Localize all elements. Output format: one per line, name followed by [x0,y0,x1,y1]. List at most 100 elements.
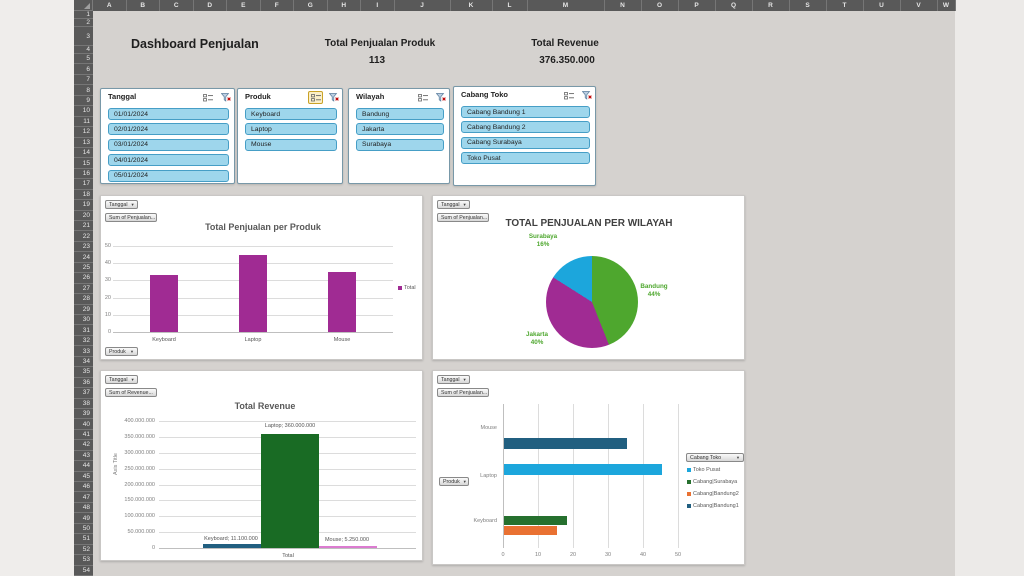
slicer-item-03-01-2024[interactable]: 03/01/2024 [108,138,229,151]
column-header-c[interactable]: C [160,0,194,11]
chart-total-revenue[interactable]: Tanggal ▼ Sum of Revenue... Total Revenue 0 5… [100,370,423,561]
field-button-produk[interactable]: Produk ▼ [105,347,138,356]
row-header-42[interactable]: 42 [74,440,93,451]
row-header-22[interactable]: 22 [74,231,93,242]
clear-filter-icon[interactable] [579,89,594,102]
field-button-cabang-toko[interactable]: Cabang Toko ▼ [686,453,744,462]
row-header-25[interactable]: 25 [74,263,93,274]
sheet-grid[interactable]: Dashboard Penjualan Total Penjualan Prod… [93,11,955,576]
row-header-9[interactable]: 9 [74,96,93,107]
column-header-j[interactable]: J [395,0,451,11]
row-header-11[interactable]: 11 [74,117,93,128]
value-button-sum-of-penjualan-[interactable]: Sum of Penjualan... [105,213,157,222]
slicer-item-toko-pusat[interactable]: Toko Pusat [461,152,590,165]
row-header-30[interactable]: 30 [74,315,93,326]
chart-penjualan-per-cabang[interactable]: Tanggal ▼ Sum of Penjualan... Produk ▼ 0 10 20 3… [432,370,745,565]
row-header-28[interactable]: 28 [74,294,93,305]
column-header-e[interactable]: E [227,0,261,11]
value-button-sum-of-penjualan-[interactable]: Sum of Penjualan... [437,213,489,222]
row-header-4[interactable]: 4 [74,46,93,54]
row-header-41[interactable]: 41 [74,430,93,441]
slicer-item-laptop[interactable]: Laptop [245,123,337,136]
row-header-6[interactable]: 6 [74,64,93,75]
multiselect-icon[interactable] [308,91,323,104]
slicer-item-mouse[interactable]: Mouse [245,138,337,151]
row-header-36[interactable]: 36 [74,378,93,389]
row-header-50[interactable]: 50 [74,524,93,535]
row-header-21[interactable]: 21 [74,221,93,232]
row-header-5[interactable]: 5 [74,54,93,65]
slicer-item-cabang-bandung-2[interactable]: Cabang Bandung 2 [461,121,590,134]
column-header-f[interactable]: F [261,0,294,11]
row-header-49[interactable]: 49 [74,513,93,524]
column-header-w[interactable]: W [938,0,956,11]
row-header-1[interactable]: 1 [74,11,93,19]
clear-filter-icon[interactable] [433,91,448,104]
column-header-b[interactable]: B [127,0,160,11]
field-button-produk[interactable]: Produk ▼ [439,477,469,486]
column-header-r[interactable]: R [753,0,790,11]
column-header-u[interactable]: U [864,0,901,11]
select-all-corner[interactable] [74,0,93,11]
row-header-8[interactable]: 8 [74,85,93,96]
row-header-20[interactable]: 20 [74,211,93,222]
row-header-14[interactable]: 14 [74,148,93,159]
slicer-item-cabang-bandung-1[interactable]: Cabang Bandung 1 [461,106,590,118]
field-button-tanggal[interactable]: Tanggal ▼ [105,200,138,209]
chart-penjualan-per-wilayah[interactable]: Tanggal ▼ Sum of Penjualan... TOTAL PENJUAL… [432,195,745,360]
column-header-n[interactable]: N [605,0,642,11]
slicer-item-01-01-2024[interactable]: 01/01/2024 [108,108,229,120]
row-header-17[interactable]: 17 [74,179,93,190]
row-header-12[interactable]: 12 [74,127,93,138]
row-header-34[interactable]: 34 [74,357,93,368]
row-header-24[interactable]: 24 [74,252,93,263]
column-header-i[interactable]: I [361,0,395,11]
column-header-h[interactable]: H [328,0,361,11]
field-button-tanggal[interactable]: Tanggal ▼ [437,200,470,209]
field-button-tanggal[interactable]: Tanggal ▼ [437,375,470,384]
column-header-v[interactable]: V [901,0,938,11]
row-header-19[interactable]: 19 [74,200,93,211]
row-header-29[interactable]: 29 [74,305,93,315]
value-button-sum-of-penjualan-[interactable]: Sum of Penjualan... [437,388,489,397]
slicer-item-04-01-2024[interactable]: 04/01/2024 [108,154,229,167]
multiselect-icon[interactable] [200,91,215,104]
column-header-s[interactable]: S [790,0,827,11]
row-header-33[interactable]: 33 [74,346,93,357]
column-header-m[interactable]: M [528,0,605,11]
row-header-26[interactable]: 26 [74,273,93,284]
row-header-52[interactable]: 52 [74,545,93,556]
row-header-27[interactable]: 27 [74,284,93,295]
row-header-23[interactable]: 23 [74,242,93,253]
row-header-10[interactable]: 10 [74,106,93,117]
row-header-15[interactable]: 15 [74,158,93,169]
slicer-item-jakarta[interactable]: Jakarta [356,123,444,136]
multiselect-icon[interactable] [561,89,576,102]
column-header-d[interactable]: D [194,0,227,11]
row-header-44[interactable]: 44 [74,461,93,472]
column-header-t[interactable]: T [827,0,864,11]
multiselect-icon[interactable] [415,91,430,104]
row-header-54[interactable]: 54 [74,566,93,576]
slicer-item-05-01-2024[interactable]: 05/01/2024 [108,169,229,182]
clear-filter-icon[interactable] [218,91,233,104]
slicer-item-surabaya[interactable]: Surabaya [356,138,444,151]
slicer-item-02-01-2024[interactable]: 02/01/2024 [108,123,229,136]
row-header-38[interactable]: 38 [74,399,93,409]
column-header-a[interactable]: A [93,0,127,11]
slicer-item-bandung[interactable]: Bandung [356,108,444,120]
row-header-39[interactable]: 39 [74,409,93,420]
row-header-35[interactable]: 35 [74,367,93,378]
chart-penjualan-per-produk[interactable]: Tanggal ▼ Sum of Penjualan... Produk ▼ Total … [100,195,423,360]
row-header-37[interactable]: 37 [74,388,93,399]
row-header-16[interactable]: 16 [74,169,93,180]
row-header-48[interactable]: 48 [74,503,93,514]
column-header-p[interactable]: P [679,0,716,11]
slicer-item-keyboard[interactable]: Keyboard [245,108,337,120]
row-header-40[interactable]: 40 [74,419,93,430]
row-header-53[interactable]: 53 [74,555,93,566]
row-header-32[interactable]: 32 [74,336,93,347]
column-header-k[interactable]: K [451,0,493,11]
column-header-l[interactable]: L [493,0,528,11]
row-header-18[interactable]: 18 [74,190,93,201]
